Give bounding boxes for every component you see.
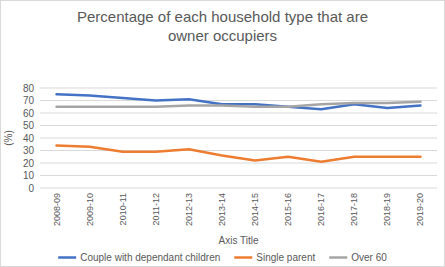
grid-line <box>40 125 437 126</box>
y-tick-label: 20 <box>23 158 35 169</box>
x-tick-label: 2011-12 <box>151 193 161 225</box>
x-tick-label: 2013-14 <box>217 193 227 226</box>
legend-swatch <box>329 256 347 259</box>
x-tick-label: 2016-17 <box>316 193 326 226</box>
x-tick-label: 2012-13 <box>184 193 194 226</box>
y-tick-label: 0 <box>28 183 34 194</box>
y-tick-label: 50 <box>23 120 35 131</box>
grid-line <box>40 100 437 101</box>
x-tick-label: 2015-16 <box>283 193 293 226</box>
y-tick-label: 30 <box>23 145 35 156</box>
y-tick-label: 60 <box>23 108 35 119</box>
grid-line <box>40 188 437 189</box>
legend-label: Single parent <box>256 252 315 263</box>
legend: Couple with dependant children Single par… <box>58 252 387 263</box>
grid-line <box>40 88 437 89</box>
series-line <box>57 102 421 107</box>
grid-line <box>40 150 437 151</box>
x-tick-label: 2019-20 <box>415 193 425 226</box>
x-tick-label: 2010-11 <box>118 193 128 225</box>
y-tick-label: 40 <box>23 133 35 144</box>
legend-label: Over 60 <box>351 252 387 263</box>
legend-swatch <box>58 256 76 259</box>
title-line: owner occupiers <box>168 27 277 44</box>
grid-line <box>40 138 437 139</box>
grid-line <box>40 113 437 114</box>
title-line: Percentage of each household type that a… <box>77 8 368 25</box>
grid-line <box>40 175 437 176</box>
x-tick-label: 2009-10 <box>85 193 95 226</box>
legend-label: Couple with dependant children <box>80 252 220 263</box>
frame <box>1 1 445 267</box>
title: Percentage of each household type that a… <box>77 8 368 44</box>
chart: Percentage of each household type that a… <box>0 0 445 267</box>
y-tick-label: 80 <box>23 83 35 94</box>
series-line <box>57 146 421 162</box>
y-tick-label: 10 <box>23 170 35 181</box>
grid-line <box>40 163 437 164</box>
x-tick-label: 2018-19 <box>382 193 392 226</box>
plot-area <box>57 94 421 162</box>
x-tick-label: 2014-15 <box>250 193 260 226</box>
y-tick-label: 70 <box>23 95 35 106</box>
y-axis-label: (%) <box>3 130 14 146</box>
series-line <box>57 94 421 109</box>
x-tick-label: 2008-09 <box>52 193 62 226</box>
legend-swatch <box>234 256 252 259</box>
x-tick-label: 2017-18 <box>349 193 359 226</box>
x-axis-label: Axis Title <box>218 235 258 246</box>
